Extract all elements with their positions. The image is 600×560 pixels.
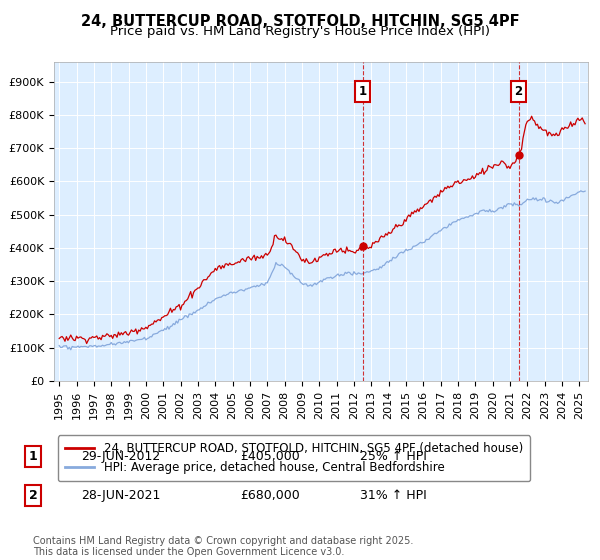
Text: £405,000: £405,000 [240,450,300,463]
Text: 29-JUN-2012: 29-JUN-2012 [81,450,160,463]
Legend: 24, BUTTERCUP ROAD, STOTFOLD, HITCHIN, SG5 4PF (detached house), HPI: Average pr: 24, BUTTERCUP ROAD, STOTFOLD, HITCHIN, S… [58,436,530,482]
Text: 1: 1 [29,450,37,463]
Text: 2: 2 [515,85,523,98]
Text: 1: 1 [359,85,367,98]
Text: 31% ↑ HPI: 31% ↑ HPI [360,489,427,502]
Text: 28-JUN-2021: 28-JUN-2021 [81,489,160,502]
Text: 25% ↑ HPI: 25% ↑ HPI [360,450,427,463]
Text: 24, BUTTERCUP ROAD, STOTFOLD, HITCHIN, SG5 4PF: 24, BUTTERCUP ROAD, STOTFOLD, HITCHIN, S… [80,14,520,29]
Text: £680,000: £680,000 [240,489,300,502]
Text: Price paid vs. HM Land Registry's House Price Index (HPI): Price paid vs. HM Land Registry's House … [110,25,490,38]
Text: Contains HM Land Registry data © Crown copyright and database right 2025.
This d: Contains HM Land Registry data © Crown c… [33,535,413,557]
Text: 2: 2 [29,489,37,502]
